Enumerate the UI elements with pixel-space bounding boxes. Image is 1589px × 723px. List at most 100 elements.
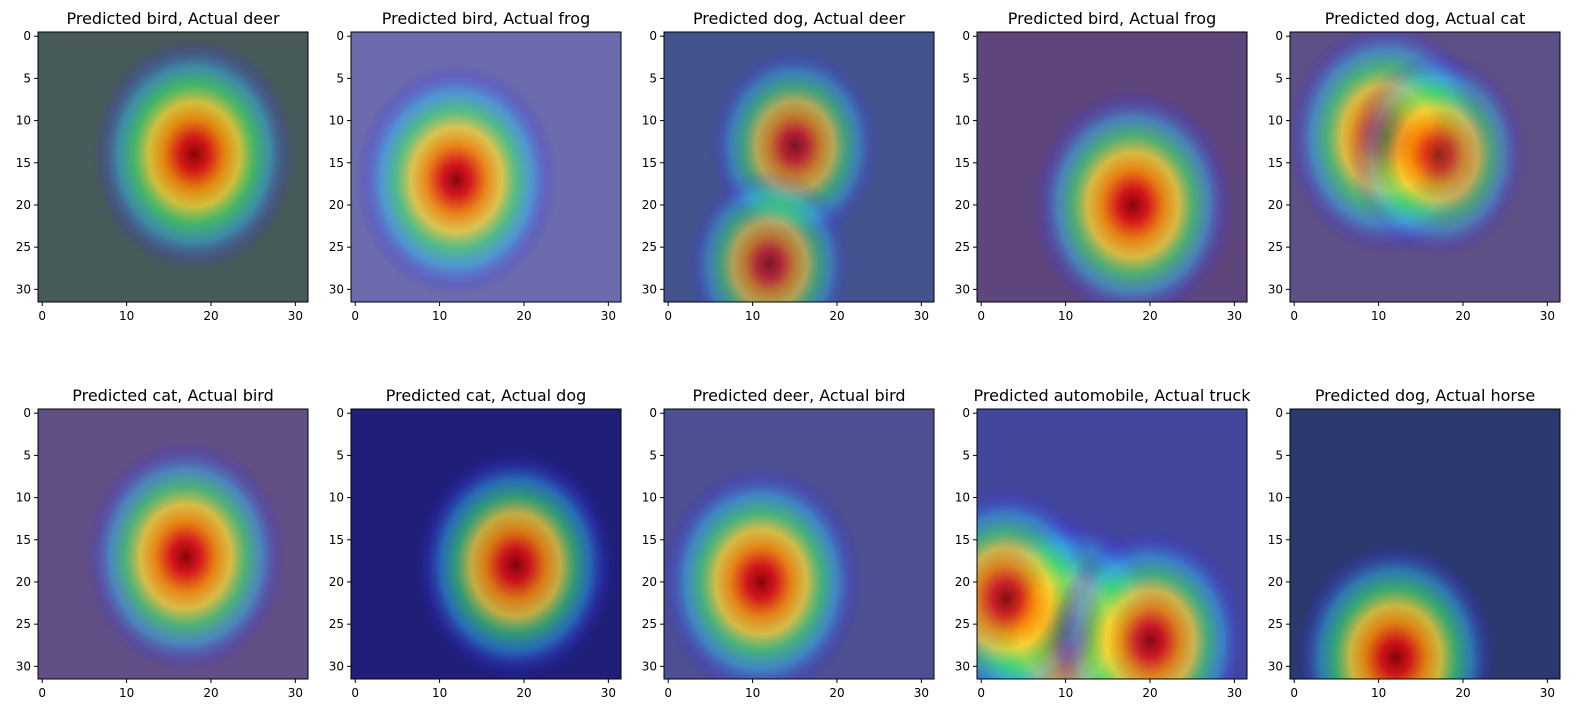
x-tick-label: 20 bbox=[829, 309, 844, 323]
y-tick-label: 20 bbox=[1268, 575, 1283, 589]
y-tick-label: 5 bbox=[649, 71, 657, 85]
x-tick-label: 10 bbox=[432, 309, 447, 323]
y-tick-label: 30 bbox=[1268, 659, 1283, 673]
y-tick-label: 25 bbox=[642, 240, 657, 254]
y-tick-label: 25 bbox=[1268, 617, 1283, 631]
y-tick-label: 30 bbox=[16, 282, 31, 296]
panel-8: Predicted deer, Actual bird 0 10 20 30 0 5 10 15… bbox=[642, 386, 935, 700]
panel-title: Predicted bird, Actual deer bbox=[66, 9, 279, 28]
y-tick-label: 30 bbox=[955, 659, 970, 673]
x-tick-label: 20 bbox=[1455, 686, 1470, 700]
panel-title: Predicted deer, Actual bird bbox=[692, 386, 905, 405]
y-tick-label: 10 bbox=[329, 114, 344, 128]
panel-3: Predicted dog, Actual deer 0 10 20 30 0 5 10 15 2… bbox=[642, 9, 935, 323]
y-tick-label: 10 bbox=[1268, 114, 1283, 128]
x-tick-label: 30 bbox=[914, 309, 929, 323]
y-tick-label: 30 bbox=[16, 659, 31, 673]
y-tick-label: 5 bbox=[336, 71, 344, 85]
hotspot-1 bbox=[664, 465, 863, 679]
y-tick-label: 20 bbox=[329, 575, 344, 589]
axes-frame bbox=[976, 31, 1248, 303]
y-tick-label: 20 bbox=[16, 198, 31, 212]
x-tick-label: 30 bbox=[288, 686, 303, 700]
hotspot-1 bbox=[355, 63, 558, 297]
y-tick-label: 10 bbox=[1268, 491, 1283, 505]
panel-6: Predicted cat, Actual bird 0 10 20 30 0 5 10 15 2… bbox=[16, 386, 309, 700]
x-tick-label: 0 bbox=[1290, 309, 1298, 323]
y-tick-label: 10 bbox=[329, 491, 344, 505]
x-tick-label: 20 bbox=[1455, 309, 1470, 323]
axes-frame bbox=[1289, 31, 1561, 303]
heatmap-image bbox=[351, 409, 621, 679]
x-tick-label: 0 bbox=[351, 309, 359, 323]
y-tick-label: 25 bbox=[16, 240, 31, 254]
heatmap-image bbox=[664, 409, 934, 679]
y-tick-label: 0 bbox=[962, 406, 970, 420]
y-tick-label: 20 bbox=[329, 198, 344, 212]
x-tick-label: 10 bbox=[745, 686, 760, 700]
panel-title: Predicted dog, Actual horse bbox=[1315, 386, 1535, 405]
x-tick-label: 0 bbox=[977, 309, 985, 323]
x-tick-label: 0 bbox=[38, 686, 46, 700]
hotspot-1 bbox=[1294, 541, 1497, 679]
y-tick-label: 10 bbox=[16, 114, 31, 128]
y-tick-label: 25 bbox=[955, 617, 970, 631]
x-tick-label: 10 bbox=[1058, 309, 1073, 323]
panel-7: Predicted cat, Actual dog 0 10 20 30 0 5 10 15 20… bbox=[329, 386, 622, 700]
y-tick-label: 15 bbox=[1268, 533, 1283, 547]
x-tick-label: 10 bbox=[1371, 309, 1386, 323]
y-tick-label: 30 bbox=[955, 282, 970, 296]
axes-frame bbox=[663, 31, 935, 303]
y-tick-label: 20 bbox=[16, 575, 31, 589]
x-tick-label: 10 bbox=[119, 309, 134, 323]
x-tick-label: 20 bbox=[829, 686, 844, 700]
y-tick-label: 10 bbox=[955, 491, 970, 505]
x-tick-label: 20 bbox=[516, 309, 531, 323]
panel-title: Predicted automobile, Actual truck bbox=[974, 386, 1252, 405]
heatmap-image bbox=[977, 32, 1247, 302]
x-tick-label: 20 bbox=[516, 686, 531, 700]
y-tick-label: 25 bbox=[955, 240, 970, 254]
y-tick-label: 20 bbox=[642, 575, 657, 589]
y-tick-label: 30 bbox=[329, 659, 344, 673]
panel-2: Predicted bird, Actual frog 0 10 20 30 0 5 10 15… bbox=[329, 9, 622, 323]
y-tick-label: 5 bbox=[649, 448, 657, 462]
x-tick-label: 20 bbox=[1142, 686, 1157, 700]
y-tick-label: 25 bbox=[16, 617, 31, 631]
heatmap-image bbox=[351, 32, 621, 302]
y-tick-label: 5 bbox=[962, 71, 970, 85]
y-tick-label: 0 bbox=[1275, 29, 1283, 43]
y-tick-label: 15 bbox=[329, 533, 344, 547]
y-tick-label: 25 bbox=[329, 240, 344, 254]
x-tick-label: 30 bbox=[1540, 686, 1555, 700]
x-tick-label: 20 bbox=[203, 309, 218, 323]
y-tick-label: 15 bbox=[16, 156, 31, 170]
y-tick-label: 20 bbox=[955, 575, 970, 589]
y-tick-label: 15 bbox=[642, 533, 657, 547]
panel-title: Predicted bird, Actual frog bbox=[1008, 9, 1216, 28]
axes-frame bbox=[350, 31, 622, 303]
y-tick-label: 30 bbox=[642, 282, 657, 296]
y-tick-label: 25 bbox=[1268, 240, 1283, 254]
x-tick-label: 20 bbox=[1142, 309, 1157, 323]
x-tick-label: 20 bbox=[203, 686, 218, 700]
hotspot-3 bbox=[1052, 528, 1247, 679]
y-tick-label: 15 bbox=[955, 533, 970, 547]
panel-title: Predicted cat, Actual bird bbox=[72, 386, 274, 405]
y-tick-label: 0 bbox=[336, 406, 344, 420]
hotspot-1 bbox=[84, 440, 287, 674]
x-tick-label: 30 bbox=[1227, 309, 1242, 323]
y-tick-label: 0 bbox=[23, 29, 31, 43]
panel-10: Predicted dog, Actual horse 0 10 20 30 0 5 10 15… bbox=[1268, 386, 1561, 700]
y-tick-label: 25 bbox=[642, 617, 657, 631]
x-tick-label: 30 bbox=[601, 309, 616, 323]
x-tick-label: 0 bbox=[1290, 686, 1298, 700]
y-tick-label: 0 bbox=[962, 29, 970, 43]
heatmap-image bbox=[664, 32, 934, 302]
heatmap-image bbox=[38, 409, 308, 679]
x-tick-label: 30 bbox=[1227, 686, 1242, 700]
y-tick-label: 25 bbox=[329, 617, 344, 631]
y-tick-label: 5 bbox=[1275, 448, 1283, 462]
y-tick-label: 5 bbox=[23, 448, 31, 462]
panel-4: Predicted bird, Actual frog 0 10 20 30 0 5 10 15… bbox=[955, 9, 1248, 323]
